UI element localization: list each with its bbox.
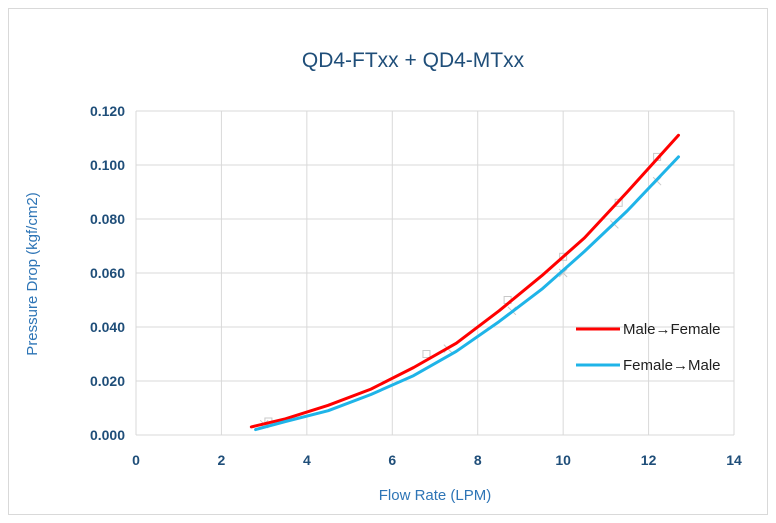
y-tick-label: 0.020 bbox=[90, 373, 125, 389]
x-tick-label: 2 bbox=[218, 452, 226, 468]
x-axis-title: Flow Rate (LPM) bbox=[379, 487, 492, 504]
y-axis-title: Pressure Drop (kgf/cm2) bbox=[24, 192, 41, 355]
y-tick-label: 0.040 bbox=[90, 319, 125, 335]
chart-svg: QD4-FTxx + QD4-MTxx 0.000 0.020 0.040 0.060… bbox=[24, 49, 742, 504]
y-tick-label: 0.060 bbox=[90, 265, 125, 281]
y-tick-label: 0.100 bbox=[90, 157, 125, 173]
grid-lines bbox=[135, 110, 735, 436]
x-tick-label: 0 bbox=[132, 452, 140, 468]
chart-frame: QD4-FTxx + QD4-MTxx 0.000 0.020 0.040 0.060… bbox=[8, 8, 768, 515]
legend-label-female-male: Female→Male bbox=[623, 357, 721, 374]
y-tick-label: 0.000 bbox=[90, 427, 125, 443]
legend: Male→Female Female→Male bbox=[576, 321, 721, 374]
x-tick-label: 8 bbox=[474, 452, 482, 468]
series-lines bbox=[249, 133, 680, 432]
data-markers bbox=[259, 152, 662, 429]
x-tick-label: 12 bbox=[641, 452, 657, 468]
x-axis-ticks: 0 2 4 6 8 10 12 14 bbox=[132, 452, 742, 468]
x-tick-label: 6 bbox=[388, 452, 396, 468]
data-marker-square bbox=[422, 350, 431, 358]
chart-title: QD4-FTxx + QD4-MTxx bbox=[302, 49, 525, 72]
y-axis-ticks: 0.000 0.020 0.040 0.060 0.080 0.100 0.120 bbox=[90, 103, 125, 443]
y-tick-label: 0.080 bbox=[90, 211, 125, 227]
x-tick-label: 10 bbox=[555, 452, 571, 468]
legend-label-male-female: Male→Female bbox=[623, 321, 721, 338]
series-line-female-male bbox=[254, 155, 680, 432]
x-tick-label: 4 bbox=[303, 452, 311, 468]
x-tick-label: 14 bbox=[726, 452, 742, 468]
y-tick-label: 0.120 bbox=[90, 103, 125, 119]
data-marker-cross bbox=[558, 268, 568, 278]
series-line-male-female bbox=[249, 133, 680, 429]
data-marker-square bbox=[559, 252, 568, 261]
